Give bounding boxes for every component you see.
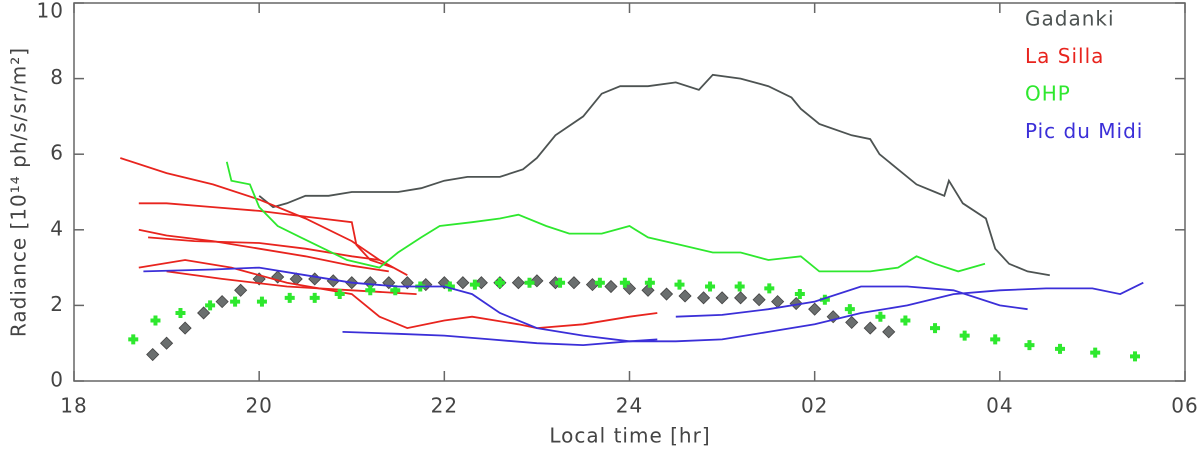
plus-marker — [734, 281, 745, 292]
x-tick-label: 24 — [616, 394, 643, 418]
plus-marker — [644, 277, 655, 288]
plus-marker — [524, 277, 535, 288]
y-tick-label: 6 — [50, 141, 64, 165]
plus-marker — [175, 307, 186, 318]
plus-marker — [390, 285, 401, 296]
x-tick-label: 22 — [431, 394, 458, 418]
plus-marker — [284, 292, 295, 303]
legend-label: OHP — [1025, 82, 1071, 106]
diamond-marker — [641, 283, 655, 297]
x-tick-label: 04 — [986, 394, 1013, 418]
plus-marker — [819, 294, 830, 305]
diamond-marker — [215, 295, 229, 309]
data-line — [138, 202, 394, 269]
y-axis-label: Radiance [10¹⁴ ph/s/sr/m²] — [7, 47, 31, 337]
data-line — [120, 157, 408, 276]
diamond-marker — [178, 321, 192, 335]
diamond-marker — [234, 283, 248, 297]
x-tick-label: 20 — [245, 394, 272, 418]
data-line — [225, 161, 986, 273]
x-tick-label: 18 — [60, 394, 87, 418]
plus-marker — [1024, 340, 1035, 351]
y-tick-label: 0 — [50, 368, 64, 392]
diamond-marker — [697, 291, 711, 305]
plus-marker — [1130, 351, 1141, 362]
plus-marker — [365, 285, 376, 296]
plus-marker — [619, 277, 630, 288]
diamond-marker — [456, 276, 470, 290]
plus-marker — [959, 330, 970, 341]
y-tick-label: 4 — [50, 216, 64, 240]
plus-marker — [256, 296, 267, 307]
data-line — [675, 285, 1028, 318]
plus-marker — [990, 334, 1001, 345]
data-line — [143, 266, 1144, 343]
diamond-marker — [604, 279, 618, 294]
diamond-marker — [752, 293, 766, 307]
plus-marker — [334, 289, 345, 300]
diamond-marker — [567, 276, 581, 290]
diamond-marker — [734, 291, 748, 305]
diamond-marker — [678, 289, 692, 303]
plus-marker — [555, 277, 566, 288]
legend-label: Pic du Midi — [1025, 119, 1143, 143]
plus-marker — [1090, 347, 1101, 358]
legend-label: La Silla — [1025, 44, 1104, 68]
plot-frame — [73, 2, 1186, 382]
data-line — [148, 236, 380, 261]
diamond-marker — [863, 321, 877, 335]
legend-label: Gadanki — [1025, 7, 1115, 31]
x-axis-label: Local time [hr] — [549, 424, 710, 448]
plus-marker — [494, 277, 505, 288]
plus-marker — [844, 304, 855, 315]
diamond-marker — [882, 325, 896, 339]
plus-marker — [128, 334, 139, 345]
x-tick-label: 06 — [1171, 394, 1198, 418]
data-line — [138, 259, 658, 330]
plus-marker — [444, 281, 455, 292]
diamond-marker — [659, 287, 674, 301]
plus-marker — [230, 296, 241, 307]
plus-marker — [764, 283, 775, 294]
diamond-marker — [160, 336, 174, 350]
diamond-marker — [308, 272, 322, 286]
diamond-marker — [715, 291, 729, 305]
data-line — [258, 73, 1050, 277]
plus-marker — [930, 323, 941, 334]
y-tick-label: 2 — [50, 292, 64, 316]
diamond-marker — [511, 276, 525, 290]
plus-marker — [794, 289, 805, 300]
plus-marker — [705, 281, 716, 292]
plus-marker — [469, 279, 480, 290]
diamond-marker — [845, 315, 859, 329]
plus-marker — [309, 292, 320, 303]
diamond-marker — [771, 295, 785, 309]
plus-marker — [594, 277, 605, 288]
y-tick-label: 8 — [50, 65, 64, 89]
plus-marker — [900, 315, 911, 326]
diamond-marker — [808, 302, 822, 316]
diamond-marker — [197, 306, 211, 320]
x-tick-label: 02 — [801, 394, 828, 418]
plus-marker — [875, 311, 886, 322]
diamond-marker — [271, 270, 285, 284]
diamond-marker — [789, 296, 803, 311]
data-line — [138, 228, 389, 273]
plus-marker — [1055, 343, 1066, 354]
y-tick-label: 10 — [37, 0, 64, 23]
diamond-marker — [146, 347, 160, 362]
data-line — [342, 331, 658, 347]
plus-marker — [205, 300, 216, 311]
plus-marker — [674, 279, 685, 290]
plus-marker — [150, 315, 161, 326]
